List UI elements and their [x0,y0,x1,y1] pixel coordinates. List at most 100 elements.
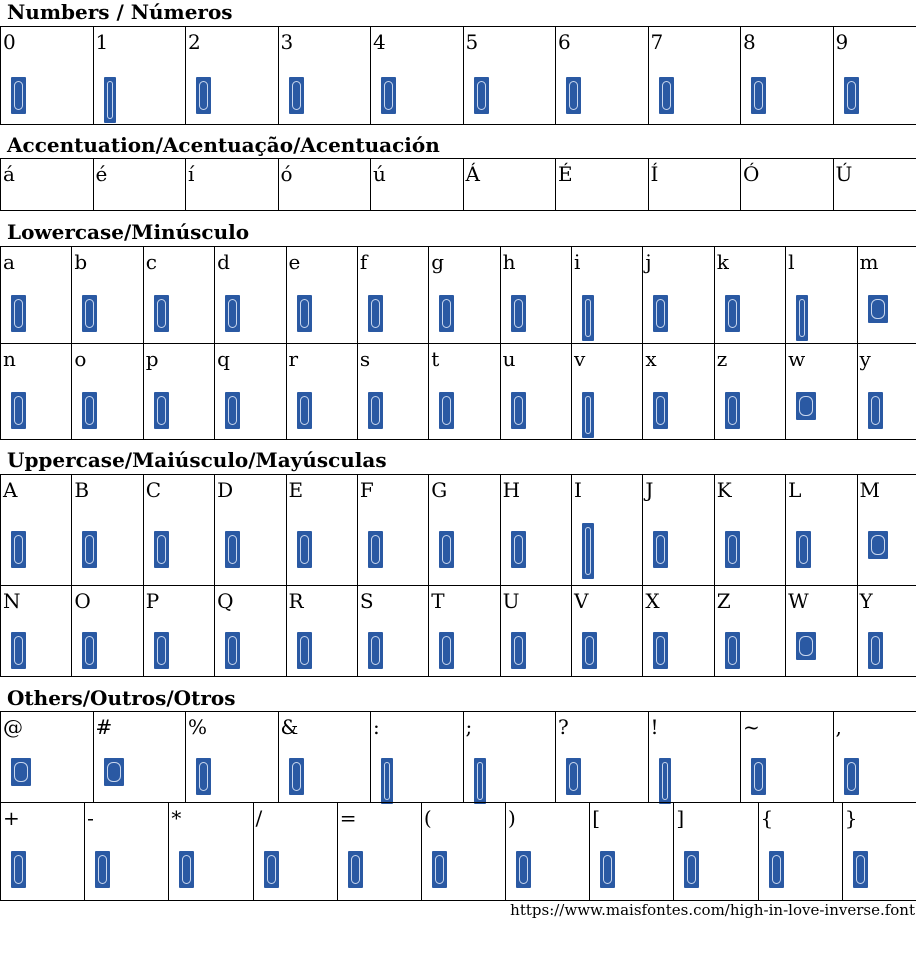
character-label: Ó [743,162,760,186]
specimen-cell: * [168,802,254,901]
glyph-preview-icon [867,295,888,323]
specimen-cell: 7 [647,26,741,125]
specimen-cell: u [499,343,573,440]
specimen-cell: e [285,246,358,344]
glyph-preview-icon [225,295,241,332]
character-label: 1 [95,30,109,54]
specimen-cell: v [570,343,644,440]
glyph-stroke [870,299,885,319]
character-label: ) [508,806,516,830]
specimen-cell: G [428,474,501,586]
glyph-stroke [370,535,380,564]
character-label: ó [280,162,293,186]
others-title: Others/Outros/Otros [7,686,236,710]
glyph-stroke [370,299,380,328]
glyph-stroke [656,396,666,425]
character-label: F [359,478,374,502]
character-label: ] [676,806,685,830]
specimen-cell: [ [589,802,675,901]
specimen-cell: w [785,343,858,440]
glyph-preview-icon [296,392,312,429]
glyph-stroke [85,396,95,425]
character-label: f [359,250,368,274]
glyph-preview-icon [367,392,383,429]
glyph-stroke [799,535,809,564]
specimen-cell: : [370,711,464,804]
glyph-stroke [661,762,668,800]
character-label: ~ [743,715,760,739]
uppercase-row-1: A B C D E F G H I J K L M [0,474,916,586]
character-label: W [788,589,809,613]
specimen-cell: Ó [740,158,834,211]
glyph-stroke [513,396,523,425]
specimen-cell: q [214,343,287,440]
character-label: , [835,715,842,739]
glyph-stroke [754,762,763,791]
glyph-preview-icon [582,392,594,438]
glyph-preview-icon [225,392,241,429]
glyph-preview-icon [11,531,26,568]
specimen-cell: z [713,343,787,440]
specimen-cell: f [356,246,430,344]
glyph-stroke [14,762,28,782]
glyph-stroke [656,299,666,328]
character-label: E [288,478,304,502]
character-label: u [502,347,516,371]
glyph-stroke [661,81,671,110]
character-label: G [431,478,448,502]
glyph-stroke [182,855,192,884]
glyph-stroke [228,535,238,564]
glyph-stroke [156,396,166,425]
glyph-stroke [228,396,238,425]
glyph-stroke [384,81,393,110]
glyph-stroke [799,396,814,416]
glyph-stroke [199,762,208,791]
character-label: X [645,589,660,613]
character-label: o [74,347,87,371]
glyph-preview-icon [867,531,888,559]
specimen-cell: Ú [832,158,916,211]
glyph-stroke [85,535,95,564]
glyph-preview-icon [439,295,455,332]
character-label: Y [859,589,873,613]
specimen-cell: c [142,246,216,344]
specimen-cell: / [252,802,338,901]
glyph-preview-icon [473,77,489,114]
character-label: = [339,806,357,830]
specimen-cell: O [71,585,144,677]
glyph-stroke [727,535,737,564]
specimen-cell: É [555,158,649,211]
glyph-preview-icon [11,851,26,888]
glyph-preview-icon [367,295,383,332]
specimen-cell: L [785,474,858,586]
character-label: & [280,715,299,739]
glyph-stroke [727,299,737,328]
character-label: + [3,806,20,830]
specimen-cell: Y [856,585,916,677]
specimen-cell: J [642,474,715,586]
glyph-preview-icon [179,851,195,888]
glyph-preview-icon [11,632,26,669]
glyph-stroke [14,396,23,425]
glyph-preview-icon [196,758,211,795]
specimen-cell: é [92,158,186,211]
glyph-preview-icon [653,531,669,568]
specimen-cell: E [285,474,358,586]
specimen-cell: ~ [740,711,834,803]
glyph-preview-icon [516,851,532,888]
glyph-preview-icon [724,392,740,429]
specimen-cell: d [214,246,287,344]
specimen-cell: ) [505,802,591,901]
glyph-stroke [14,636,23,665]
specimen-cell: - [84,802,170,901]
glyph-stroke [85,299,95,328]
character-label: 3 [280,30,294,54]
character-label: i [574,250,581,274]
glyph-stroke [228,636,238,665]
specimen-cell: D [214,474,287,586]
specimen-cell: I [570,474,644,586]
character-label: á [3,162,15,186]
character-label: 2 [188,30,201,54]
glyph-stroke [476,81,486,110]
specimen-cell: l [785,246,858,344]
